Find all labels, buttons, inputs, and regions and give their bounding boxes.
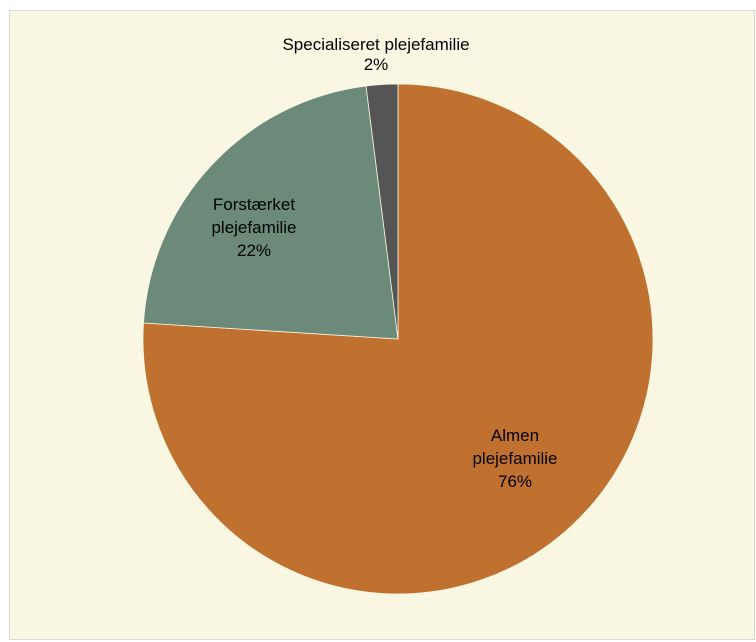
pie-slice-forstaerket-plejefamilie [143,85,399,340]
data-label-category: Specialiseret plejefamilie [282,35,469,54]
data-label-percent: 2% [364,55,389,74]
pie-labels: Almen plejefamilie 76% Forstærket plejefamil… [211,35,557,491]
data-label-almen-plejefamilie: Almen plejefamilie 76% [472,426,557,491]
data-label-category: plejefamilie [472,449,557,468]
data-label-specialiseret-plejefamilie: Specialiseret plejefamilie 2% [282,35,469,74]
data-label-category: Forstærket [213,195,295,214]
data-label-forstaerket-plejefamilie: Forstærket plejefamilie 22% [211,195,296,260]
data-label-category: plejefamilie [211,218,296,237]
pie-slice-almen-plejefamilie [142,83,654,595]
data-label-percent: 22% [237,241,271,260]
data-label-category: Almen [491,426,539,445]
pie-slices [142,83,654,595]
pie-slice-specialiseret-plejefamilie [365,83,399,340]
data-label-percent: 76% [498,472,532,491]
